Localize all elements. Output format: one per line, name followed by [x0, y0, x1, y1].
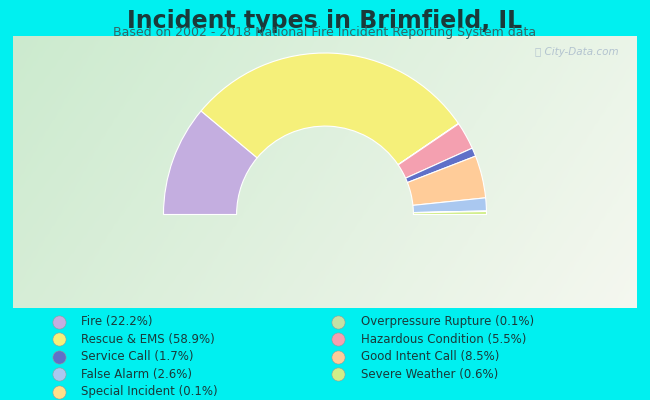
Wedge shape	[413, 198, 486, 212]
Text: Overpressure Rupture (0.1%): Overpressure Rupture (0.1%)	[361, 315, 534, 328]
Text: Severe Weather (0.6%): Severe Weather (0.6%)	[361, 368, 498, 381]
Wedge shape	[398, 124, 459, 165]
Wedge shape	[408, 156, 486, 205]
Wedge shape	[413, 211, 486, 213]
Text: Ⓜ City-Data.com: Ⓜ City-Data.com	[535, 47, 618, 57]
Text: Special Incident (0.1%): Special Incident (0.1%)	[81, 385, 218, 398]
Wedge shape	[413, 212, 486, 214]
Wedge shape	[398, 124, 473, 178]
Wedge shape	[201, 53, 458, 165]
Text: Fire (22.2%): Fire (22.2%)	[81, 315, 153, 328]
Text: Good Intent Call (8.5%): Good Intent Call (8.5%)	[361, 350, 499, 363]
Text: Service Call (1.7%): Service Call (1.7%)	[81, 350, 194, 363]
Wedge shape	[406, 148, 476, 182]
Text: Hazardous Condition (5.5%): Hazardous Condition (5.5%)	[361, 333, 526, 346]
Text: Incident types in Brimfield, IL: Incident types in Brimfield, IL	[127, 9, 523, 33]
Text: False Alarm (2.6%): False Alarm (2.6%)	[81, 368, 192, 381]
Wedge shape	[164, 111, 257, 214]
Text: Based on 2002 - 2018 National Fire Incident Reporting System data: Based on 2002 - 2018 National Fire Incid…	[114, 26, 536, 39]
Text: Rescue & EMS (58.9%): Rescue & EMS (58.9%)	[81, 333, 215, 346]
